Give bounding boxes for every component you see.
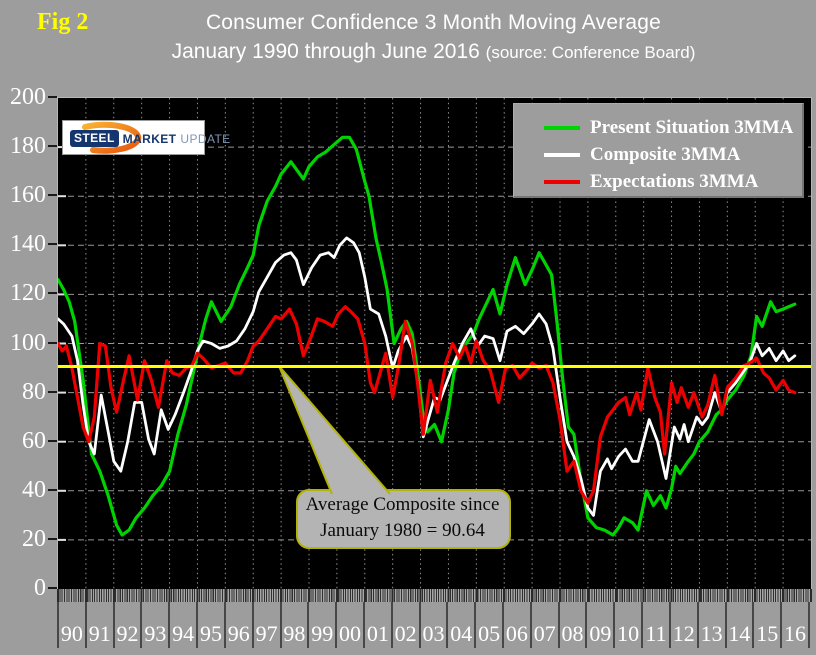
x-year-label: 09 bbox=[585, 602, 613, 648]
callout-line2: January 1980 = 90.64 bbox=[320, 520, 485, 541]
y-tick-label: 20 bbox=[22, 525, 46, 552]
x-year-label: 95 bbox=[196, 602, 224, 648]
logo-swoosh-icon bbox=[82, 121, 142, 154]
x-year-label: 03 bbox=[418, 602, 447, 648]
y-tick-label: 0 bbox=[34, 575, 46, 601]
logo-word-steel: STEEL bbox=[70, 130, 119, 147]
series-line-expectations-3mma bbox=[58, 305, 797, 505]
chart-source: (source: Conference Board) bbox=[485, 43, 696, 62]
chart-title: Consumer Confidence 3 Month Moving Avera… bbox=[205, 11, 662, 34]
x-year-label: 12 bbox=[668, 602, 697, 648]
y-tick-mark bbox=[48, 292, 57, 295]
y-tick-label: 160 bbox=[10, 182, 46, 209]
chart-subtitle-range: January 1990 through June 2016 bbox=[171, 40, 480, 63]
y-tick-label: 40 bbox=[22, 476, 46, 503]
y-tick-label: 180 bbox=[10, 133, 46, 160]
x-year-label: 15 bbox=[752, 602, 780, 648]
x-year-label: 97 bbox=[251, 602, 280, 648]
chart-subtitle: January 1990 through June 2016 (source: … bbox=[57, 40, 810, 64]
x-year-label: 07 bbox=[529, 602, 558, 648]
x-year-label: 93 bbox=[140, 602, 168, 648]
x-year-label: 10 bbox=[613, 602, 641, 648]
y-tick-mark bbox=[48, 587, 57, 589]
y-tick-mark bbox=[48, 341, 57, 344]
x-year-label: 98 bbox=[279, 602, 308, 648]
y-tick-label: 200 bbox=[10, 84, 46, 110]
logo-word-market: MARKET bbox=[122, 131, 177, 146]
callout-line1: Average Composite since bbox=[305, 494, 500, 515]
x-year-label: 14 bbox=[724, 602, 753, 648]
series-line-composite-3mma bbox=[58, 236, 797, 517]
y-tick-mark bbox=[48, 488, 57, 491]
y-tick-mark bbox=[48, 194, 57, 197]
x-year-label: 06 bbox=[502, 602, 530, 648]
logo-text: STEEL MARKET UPDATE bbox=[70, 130, 231, 147]
x-year-label: 99 bbox=[307, 602, 335, 648]
chart-plot-svg bbox=[58, 98, 811, 589]
figure-label: Fig 2 bbox=[37, 9, 89, 35]
y-tick-label: 60 bbox=[22, 427, 46, 454]
legend-label: Expectations 3MMA bbox=[590, 171, 759, 192]
x-year-label: 96 bbox=[223, 602, 252, 648]
y-tick-label: 120 bbox=[10, 280, 46, 307]
x-year-label: 94 bbox=[168, 602, 196, 648]
x-year-label: 01 bbox=[362, 602, 391, 648]
legend-line-swatch-red bbox=[544, 180, 580, 184]
x-year-label: 11 bbox=[641, 602, 669, 648]
y-tick-label: 140 bbox=[10, 231, 46, 258]
y-tick-mark bbox=[48, 439, 57, 442]
x-year-label: 92 bbox=[112, 602, 141, 648]
x-year-label: 91 bbox=[84, 602, 113, 648]
y-tick-label: 100 bbox=[10, 329, 46, 356]
legend: Present Situation 3MMA Composite 3MMA Ex… bbox=[513, 103, 804, 198]
x-year-label: 16 bbox=[780, 602, 810, 648]
legend-item-present-situation: Present Situation 3MMA bbox=[544, 115, 802, 141]
chart-title-block: Consumer Confidence 3 Month Moving Avera… bbox=[57, 11, 810, 64]
x-year-label: 90 bbox=[57, 602, 85, 648]
callout-pointer bbox=[278, 365, 391, 495]
x-axis-month-ticks bbox=[57, 589, 812, 602]
legend-item-composite: Composite 3MMA bbox=[544, 142, 802, 168]
y-tick-label: 80 bbox=[22, 378, 46, 405]
callout-box bbox=[296, 489, 511, 549]
x-year-label: 00 bbox=[335, 602, 363, 648]
x-year-label: 05 bbox=[474, 602, 502, 648]
x-year-label: 02 bbox=[390, 602, 419, 648]
steel-market-update-logo: STEEL MARKET UPDATE bbox=[62, 120, 230, 155]
logo-word-update: UPDATE bbox=[180, 131, 231, 146]
legend-label: Present Situation 3MMA bbox=[590, 117, 794, 138]
x-year-label: 13 bbox=[696, 602, 725, 648]
legend-line-swatch-green bbox=[544, 126, 580, 130]
legend-item-expectations: Expectations 3MMA bbox=[544, 169, 802, 195]
y-tick-mark bbox=[48, 145, 57, 148]
x-year-label: 08 bbox=[557, 602, 586, 648]
legend-line-swatch-white bbox=[544, 153, 580, 157]
average-callout: Average Composite since January 1980 = 9… bbox=[296, 492, 509, 544]
y-tick-mark bbox=[48, 390, 57, 393]
y-tick-mark bbox=[48, 537, 57, 540]
series-line-present-situation-3mma bbox=[58, 135, 797, 537]
y-tick-mark bbox=[48, 96, 57, 98]
x-axis-year-labels: 90 91 92 93 94 95 96 97 98 99 00 01 02 03 04 05 06 07 08 09… bbox=[57, 602, 810, 648]
y-tick-mark bbox=[48, 243, 57, 246]
legend-label: Composite 3MMA bbox=[590, 144, 741, 165]
x-year-label: 04 bbox=[446, 602, 474, 648]
